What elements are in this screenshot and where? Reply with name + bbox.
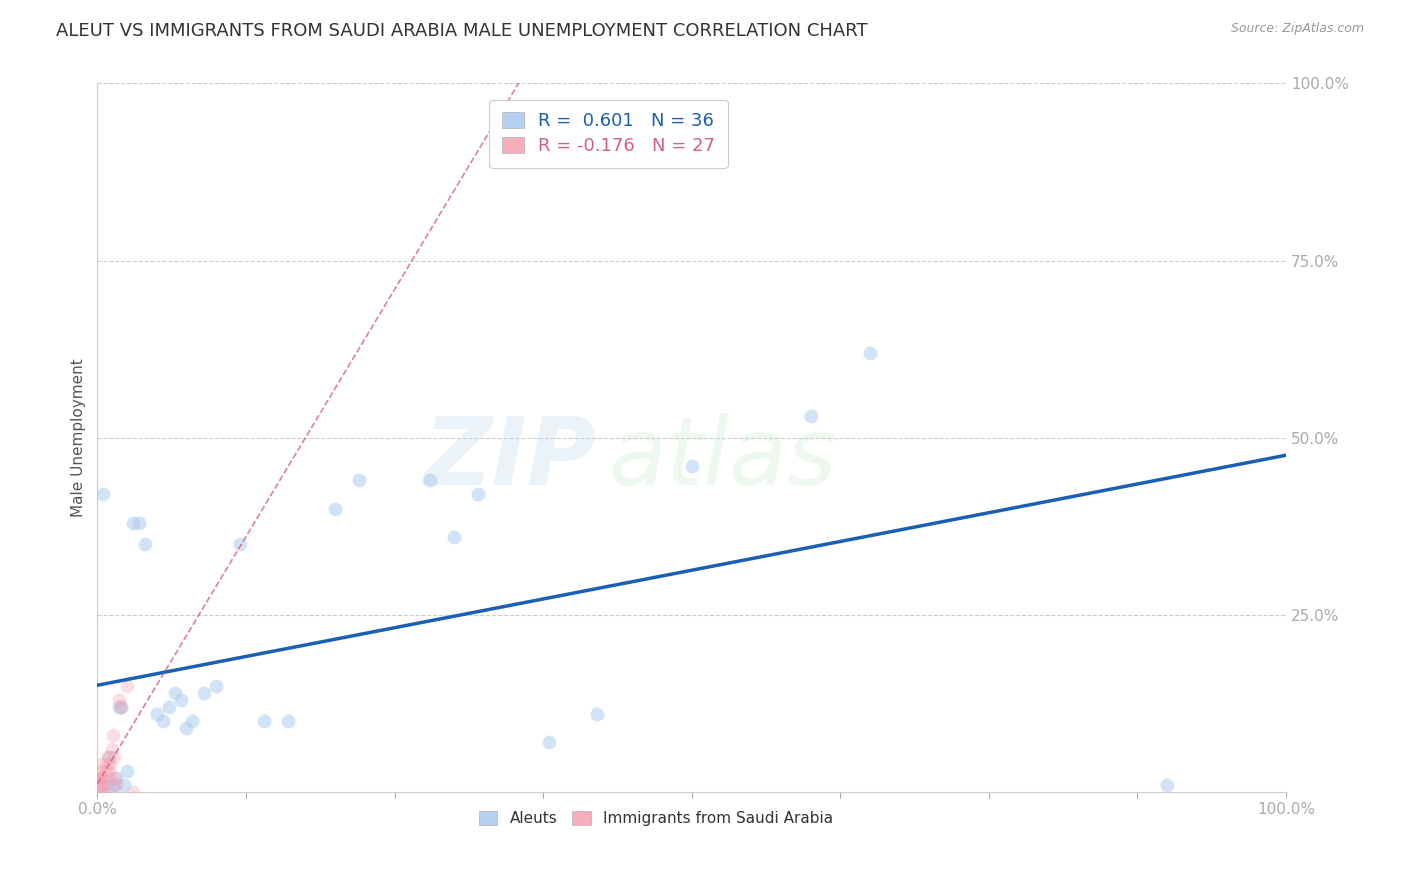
Point [1156,778,1178,792]
Point [90,756,112,771]
Point [443,530,465,544]
Point [122,516,145,530]
Point [205,679,228,693]
Text: atlas: atlas [609,414,837,505]
Text: ALEUT VS IMMIGRANTS FROM SAUDI ARABIA MALE UNEMPLOYMENT CORRELATION CHART: ALEUT VS IMMIGRANTS FROM SAUDI ARABIA MA… [56,22,868,40]
Text: ZIP: ZIP [423,413,596,505]
Point [859,345,882,359]
Point [98,771,121,785]
Point [419,473,441,487]
Point [146,706,169,721]
Point [104,778,127,792]
Point [107,693,129,707]
Point [112,778,135,792]
Point [152,714,174,728]
Point [163,686,186,700]
Point [91,778,114,792]
Point [94,764,117,778]
Point [134,537,156,551]
Point [87,771,110,785]
Point [110,700,132,714]
Point [91,771,114,785]
Point [799,409,821,424]
Point [229,537,252,551]
Point [103,749,125,764]
Point [89,778,111,792]
Point [97,749,120,764]
Point [100,778,122,792]
Point [681,458,703,473]
Point [91,487,114,501]
Point [98,749,121,764]
Point [110,700,132,714]
Point [115,764,138,778]
Point [107,700,129,714]
Point [89,764,111,778]
Point [101,728,124,742]
Point [104,771,127,785]
Point [323,501,346,516]
Point [98,764,121,778]
Point [100,742,122,756]
Point [90,771,112,785]
Point [277,714,299,728]
Point [467,487,489,501]
Point [105,778,128,792]
Y-axis label: Male Unemployment: Male Unemployment [72,359,86,517]
Legend: Aleuts, Immigrants from Saudi Arabia: Aleuts, Immigrants from Saudi Arabia [471,804,841,834]
Point [169,693,191,707]
Point [176,721,198,735]
Point [93,785,115,799]
Point [193,686,215,700]
Point [128,516,150,530]
Point [122,785,145,799]
Point [253,714,276,728]
Point [96,778,118,792]
Point [96,756,118,771]
Point [100,756,122,771]
Point [115,679,138,693]
Point [157,700,180,714]
Point [105,771,128,785]
Point [585,706,607,721]
Point [537,735,560,749]
Point [347,473,370,487]
Point [91,778,114,792]
Point [86,771,108,785]
Point [181,714,204,728]
Point [91,785,114,799]
Text: Source: ZipAtlas.com: Source: ZipAtlas.com [1230,22,1364,36]
Point [87,778,110,792]
